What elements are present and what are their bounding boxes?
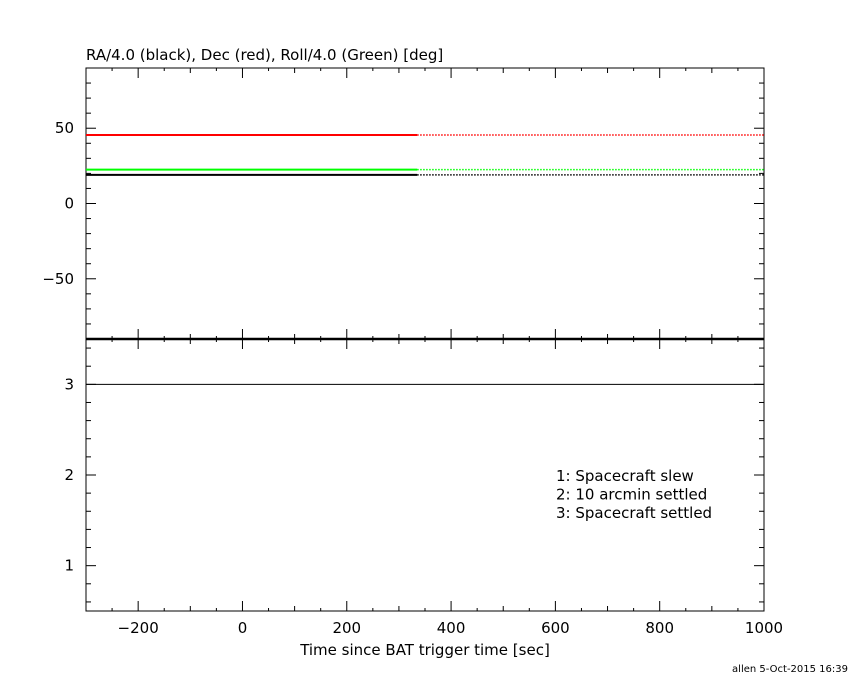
top-panel: 50 0 −50 [42,67,765,340]
legend-line: 3: Spacecraft settled [556,504,712,522]
x-tick-label: 200 [332,619,361,637]
footer-stamp: allen 5-Oct-2015 16:39 [732,664,848,675]
x-tick-label: −200 [118,619,159,637]
legend-line: 2: 10 arcmin settled [556,486,707,504]
y-tick-label: 3 [64,375,74,393]
x-tick-label: 400 [437,619,466,637]
x-axis-label: Time since BAT trigger time [sec] [299,641,550,659]
panel-frame [85,67,765,340]
y-tick-label: −50 [42,270,74,288]
x-tick-label: 1000 [745,619,783,637]
top-panel-title: RA/4.0 (black), Dec (red), Roll/4.0 (Gre… [86,46,443,64]
bottom-panel: 3 2 1 −200 0 200 400 600 800 1000 1: Spacecraft sl… [64,338,783,637]
y-tick-label: 2 [64,466,74,484]
x-tick-label: 600 [541,619,570,637]
x-tick-label: 0 [238,619,248,637]
y-tick-label: 1 [64,557,74,575]
legend-line: 1: Spacecraft slew [556,467,694,485]
y-tick-label: 0 [64,195,74,213]
x-tick-label: 800 [645,619,674,637]
y-tick-label: 50 [55,119,74,137]
